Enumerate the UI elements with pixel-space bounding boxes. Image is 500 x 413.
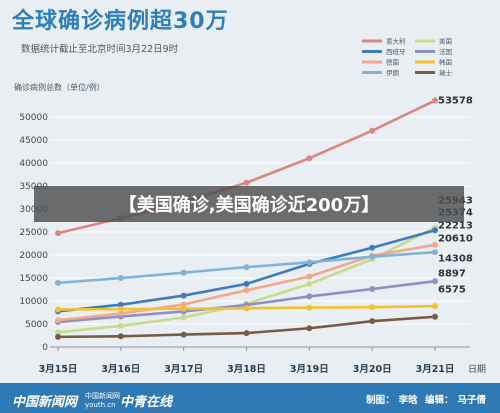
credit-value-maker: 李晗: [398, 395, 418, 406]
data-point: [306, 325, 313, 332]
youth-logo-bottom: youth.cn: [85, 401, 116, 409]
data-point: [369, 127, 376, 134]
y-tick-label: 30000: [19, 205, 48, 215]
x-tick-label: 3月21日: [416, 364, 455, 375]
data-point: [180, 305, 187, 312]
end-value-label: 20610: [438, 234, 473, 245]
data-point: [306, 155, 313, 162]
grid-layer: [50, 116, 470, 348]
legend-label: 伊朗: [386, 68, 399, 77]
footer-bar: [0, 383, 500, 413]
data-point: [306, 273, 313, 280]
data-point: [243, 264, 250, 271]
credit-value-editor: 马子倩: [457, 395, 486, 406]
y-tick-label: 0: [42, 343, 48, 353]
data-point: [432, 303, 438, 310]
legend-label: 意大利: [386, 37, 406, 46]
x-tick-label: 3月20日: [353, 364, 392, 375]
series-layer: [55, 97, 438, 340]
y-tick-label: 25000: [19, 228, 48, 238]
credit-label-maker: 制图：: [366, 395, 395, 406]
data-point: [369, 304, 376, 311]
y-tick-label: 50000: [19, 113, 48, 123]
headline-banner: 【美国确诊,美国确诊近200万】: [34, 186, 464, 222]
data-point: [369, 318, 376, 325]
data-point: [432, 227, 438, 234]
data-point: [180, 269, 187, 276]
data-point: [55, 306, 61, 313]
data-point: [117, 322, 124, 329]
data-point: [243, 305, 250, 312]
data-point: [55, 333, 61, 340]
data-point: [117, 306, 124, 313]
data-point: [55, 329, 61, 336]
data-point: [306, 259, 313, 266]
legend-label: 法国: [439, 47, 452, 56]
x-axis-label: 日期: [468, 364, 486, 375]
y-tick-label: 15000: [19, 274, 48, 284]
y-tick-label: 5000: [25, 320, 48, 330]
data-point: [117, 333, 124, 340]
end-value-label: 53578: [438, 96, 473, 107]
end-value-label: 6575: [438, 285, 466, 296]
x-tick-label: 3月19日: [290, 364, 329, 375]
data-point: [369, 253, 376, 260]
legend-label: 美国: [439, 37, 452, 46]
data-point: [55, 230, 61, 237]
data-point: [180, 301, 187, 308]
end-value-label: 8897: [438, 269, 466, 280]
data-point: [432, 313, 438, 320]
credit-label-editor: 编辑：: [424, 395, 454, 406]
data-point: [432, 249, 438, 256]
data-point: [306, 304, 313, 311]
legend-label: 瑞士: [439, 68, 453, 77]
cyol-logo: 中青在线: [120, 395, 173, 410]
data-point: [180, 314, 187, 321]
data-point: [432, 278, 438, 285]
axes: 0 5000 10000 15000 20000 25000 30000 35000 40000…: [19, 113, 486, 375]
legend-label: 韩国: [439, 58, 452, 67]
data-point: [306, 280, 313, 287]
x-tick-label: 3月18日: [227, 364, 266, 375]
data-point: [55, 279, 61, 286]
legend-label: 德国: [386, 58, 399, 67]
y-axis-label: 确诊病例总数（单位/例）: [14, 83, 105, 92]
legend-label: 西班牙: [386, 47, 406, 56]
credits: 制图： 李晗 编辑： 马子倩: [362, 392, 486, 406]
data-point: [243, 179, 250, 186]
data-point: [117, 310, 124, 317]
chinanews-logo: 中国新闻网: [12, 395, 78, 410]
end-value-label: 22213: [438, 221, 473, 232]
y-tick-label: 45000: [19, 136, 48, 146]
page-title: 全球确诊病例超30万: [12, 9, 229, 34]
x-tick-label: 3月17日: [164, 364, 203, 375]
data-point: [369, 285, 376, 292]
data-point: [432, 241, 438, 248]
data-point: [432, 97, 438, 104]
data-point: [117, 301, 124, 308]
data-point: [369, 244, 376, 251]
end-value-label: 14308: [438, 254, 473, 265]
x-tick-label: 3月16日: [101, 364, 140, 375]
data-point: [243, 287, 250, 294]
y-tick-label: 20000: [19, 251, 48, 261]
series-line: [57, 229, 436, 313]
x-tick-label: 3月15日: [39, 364, 78, 375]
data-point: [180, 292, 187, 299]
data-point: [243, 280, 250, 287]
headline-text: 【美国确诊,美国确诊近200万】: [118, 195, 380, 216]
data-point: [117, 275, 124, 282]
data-point: [55, 317, 61, 324]
y-tick-label: 40000: [19, 159, 48, 169]
youth-logo-top: 中国新闻网: [85, 392, 120, 400]
data-point: [180, 331, 187, 338]
y-tick-label: 35000: [19, 182, 48, 192]
data-point: [243, 330, 250, 337]
youth-logo-text: 中国新闻网 youth.cn: [85, 392, 120, 410]
y-tick-label: 10000: [19, 297, 48, 307]
page-subtitle: 数据统计截止至北京时间3月22日9时: [21, 44, 179, 55]
data-point: [306, 293, 313, 300]
